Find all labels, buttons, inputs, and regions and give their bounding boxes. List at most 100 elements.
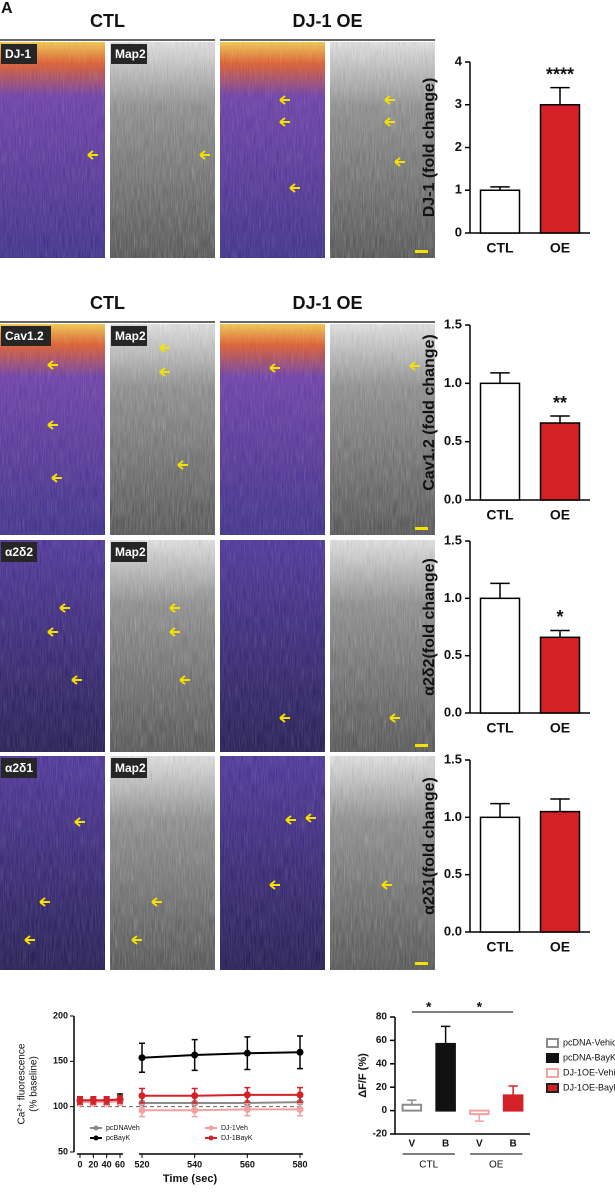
scale-bar — [415, 250, 428, 253]
arrow — [384, 117, 395, 127]
micrograph-texture — [0, 756, 105, 970]
x-tick-label: CTL — [486, 720, 514, 736]
error-bar — [508, 1085, 518, 1096]
bar — [479, 189, 521, 234]
y-tick-label: 1.5 — [444, 532, 462, 547]
error-bar — [440, 1025, 451, 1044]
bar — [502, 1094, 524, 1112]
image-label-box — [111, 542, 147, 562]
arrow — [47, 420, 58, 430]
arrow — [47, 627, 58, 637]
y-tick-label: 150 — [53, 1056, 68, 1066]
arrow — [74, 817, 85, 827]
point — [116, 1095, 124, 1103]
y-tick-label: 1.5 — [444, 316, 462, 331]
micrograph-texture — [110, 756, 215, 970]
panel-label: A — [1, 0, 13, 17]
error-bar — [490, 582, 510, 599]
error-bar — [550, 798, 570, 812]
point — [76, 1096, 84, 1104]
bar — [469, 1109, 490, 1116]
y-axis-label: DJ-1 (fold change) — [421, 78, 438, 218]
micrograph-texture — [110, 540, 215, 752]
micrograph-texture — [330, 756, 435, 970]
image-label-box — [1, 326, 51, 346]
micrograph-texture — [330, 42, 435, 258]
arrow — [169, 603, 180, 613]
column-header: CTL — [90, 293, 125, 313]
y-tick-label: 0.5 — [444, 647, 462, 662]
image-label: Map2 — [115, 761, 146, 775]
error-bar — [550, 86, 570, 105]
arrow — [289, 183, 300, 193]
y-axis-label: α2δ1(fold change) — [421, 777, 438, 915]
significance: ** — [553, 393, 567, 413]
y-tick-label: 0.0 — [444, 491, 462, 506]
x-tick-label: 20 — [88, 1159, 98, 1169]
bar — [539, 636, 581, 714]
image-label-box — [1, 542, 37, 562]
image-label-box — [111, 326, 147, 346]
bar — [401, 1103, 423, 1112]
x-tick-label: CTL — [486, 507, 514, 523]
image-label: Map2 — [115, 47, 146, 61]
scale-bar — [415, 744, 428, 747]
scale-bar — [415, 962, 428, 965]
bar — [479, 597, 521, 714]
x-tick-label: B — [442, 1139, 449, 1150]
y-tick-label: 0.5 — [444, 866, 462, 881]
arrow — [71, 675, 82, 685]
micrograph-texture — [330, 540, 435, 752]
image-label: Cav1.2 — [5, 329, 44, 343]
arrow — [24, 935, 35, 945]
y-tick-label: 20 — [376, 1082, 388, 1093]
y-tick-label: 200 — [53, 1010, 68, 1020]
micrograph-texture — [220, 42, 325, 258]
series-line — [80, 1100, 300, 1112]
error-bar — [490, 802, 510, 818]
x-tick-label: OE — [550, 720, 570, 736]
arrow — [269, 363, 280, 373]
x-tick-label: V — [409, 1139, 416, 1150]
x-tick-label: OE — [550, 240, 570, 256]
arrow — [177, 460, 188, 470]
arrow — [47, 360, 58, 370]
arrow — [199, 150, 210, 160]
arrow — [269, 880, 280, 890]
arrow — [384, 95, 395, 105]
y-tick-label: 1.5 — [444, 751, 462, 766]
arrow — [179, 675, 190, 685]
arrow — [51, 473, 62, 483]
micrograph-texture — [110, 324, 215, 535]
arrow — [409, 361, 420, 371]
arrow — [381, 880, 392, 890]
arrow — [169, 627, 180, 637]
point — [296, 1105, 304, 1113]
arrow — [151, 897, 162, 907]
legend-label: pcDNA-Vehicle — [563, 1037, 615, 1047]
y-axis-label: Cav1.2 (fold change) — [421, 334, 438, 490]
group-label: CTL — [419, 1160, 438, 1171]
point — [191, 1106, 199, 1114]
arrow — [39, 897, 50, 907]
legend-marker — [93, 1125, 99, 1131]
x-tick-label: OE — [550, 507, 570, 523]
x-tick-label: 0 — [77, 1159, 82, 1169]
y-tick-label: -20 — [373, 1129, 388, 1140]
image-label: Map2 — [115, 329, 146, 343]
error-bar — [490, 372, 510, 384]
y-tick-label: 0 — [381, 1105, 387, 1116]
legend-label: pcDNAVeh — [106, 1125, 140, 1132]
point — [296, 1091, 304, 1099]
error-bar — [490, 186, 510, 191]
micrograph-texture — [220, 540, 325, 752]
arrow — [279, 117, 290, 127]
significance: **** — [546, 64, 574, 84]
arrow — [279, 713, 290, 723]
bracket-label: * — [477, 999, 483, 1015]
y-tick-label: 0.5 — [444, 433, 462, 448]
arrow — [389, 713, 400, 723]
x-axis-label: Time (sec) — [163, 1173, 218, 1185]
bar — [539, 104, 581, 234]
